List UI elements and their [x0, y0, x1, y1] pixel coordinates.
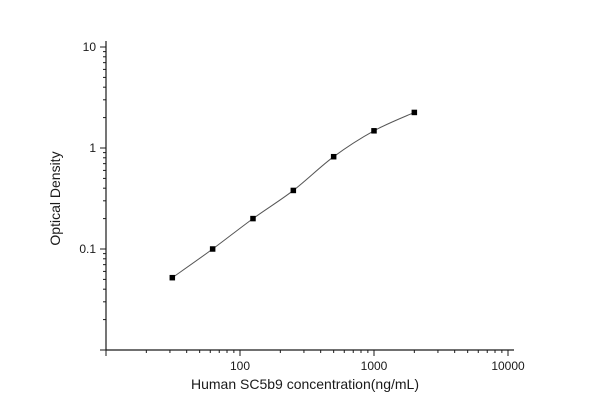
x-tick-label: 100: [230, 359, 250, 373]
ticks: [100, 46, 509, 356]
y-axis-title: Optical Density: [47, 151, 63, 245]
y-tick-label: 1: [89, 141, 96, 155]
fit-curve: [172, 111, 415, 279]
x-tick-label: 10000: [491, 359, 525, 373]
data-point-marker: [290, 187, 297, 194]
axes: [105, 41, 514, 351]
data-point-marker: [209, 246, 216, 252]
y-tick-label: 10: [83, 40, 97, 54]
data-point-marker: [330, 153, 337, 160]
data-point-marker: [169, 274, 176, 281]
x-axis-title: Human SC5b9 concentration(ng/mL): [191, 376, 419, 392]
data-point-marker: [411, 109, 418, 116]
y-tick-label: 0.1: [79, 242, 96, 256]
data-points: [169, 109, 418, 281]
x-tick-label: 1000: [361, 359, 388, 373]
tick-labels: 100 1000 10000 0.1 1 10: [79, 40, 525, 373]
data-point-marker: [250, 215, 256, 222]
data-point-marker: [371, 128, 377, 134]
